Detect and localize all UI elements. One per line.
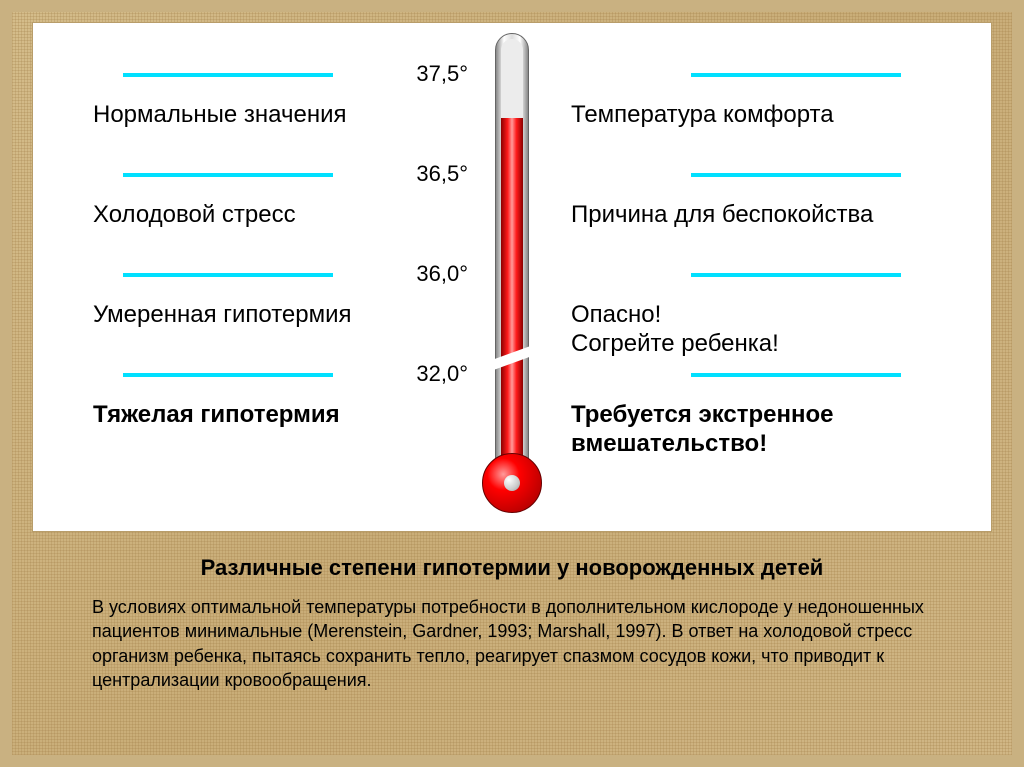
divider-line-left	[123, 173, 333, 177]
divider-line-right	[691, 273, 901, 277]
right-zone-label: Причина для беспокойства	[571, 201, 951, 230]
right-zone-label: Температура комфорта	[571, 101, 951, 130]
divider-line-left	[123, 73, 333, 77]
divider-line-right	[691, 173, 901, 177]
right-zone-label: Требуется экстренное вмешательство!	[571, 401, 951, 459]
wood-background: 37,5° Нормальные значения Температура комф…	[12, 12, 1012, 755]
text-block: Различные степени гипотермии у новорожде…	[12, 537, 1012, 692]
divider-line-right	[691, 73, 901, 77]
level-row: 37,5°Нормальные значенияТемпература комф…	[33, 73, 991, 133]
left-zone-label: Нормальные значения	[93, 101, 473, 130]
temperature-label: 36,5°	[348, 161, 468, 187]
divider-line-left	[123, 373, 333, 377]
thermometer-bulb	[482, 453, 542, 513]
left-zone-label: Тяжелая гипотермия	[93, 401, 473, 430]
outer-frame: 37,5° Нормальные значения Температура комф…	[0, 0, 1024, 767]
right-zone-label: Опасно! Согрейте ребенка!	[571, 301, 951, 359]
divider-line-right	[691, 373, 901, 377]
left-zone-label: Холодовой стресс	[93, 201, 473, 230]
temperature-label: 37,5°	[348, 61, 468, 87]
chart-panel: 37,5° Нормальные значения Температура комф…	[32, 22, 992, 532]
level-row: 36,0°Умеренная гипотермияОпасно! Согрейт…	[33, 273, 991, 333]
temperature-label: 32,0°	[348, 361, 468, 387]
left-zone-label: Умеренная гипотермия	[93, 301, 473, 330]
level-row: 32,0°Тяжелая гипотермияТребуется экстрен…	[33, 373, 991, 433]
level-row: 36,5°Холодовой стрессПричина для беспоко…	[33, 173, 991, 233]
thermometer-bulb-highlight	[504, 475, 520, 491]
chart-title: Различные степени гипотермии у новорожде…	[42, 555, 982, 581]
temperature-label: 36,0°	[348, 261, 468, 287]
divider-line-left	[123, 273, 333, 277]
chart-body-text: В условиях оптимальной температуры потре…	[42, 595, 982, 692]
